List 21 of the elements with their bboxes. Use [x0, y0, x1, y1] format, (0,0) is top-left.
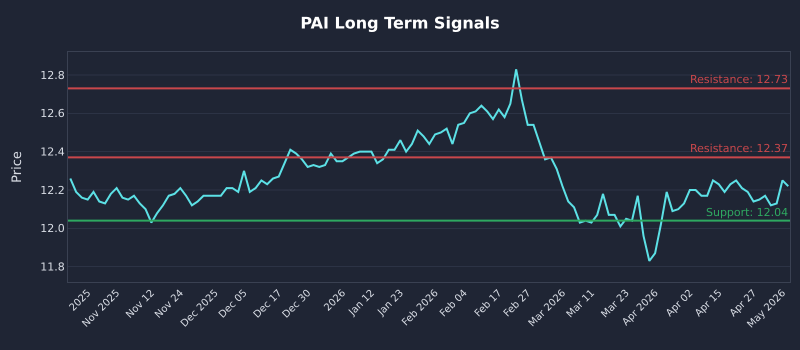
ref-line-label: Support: 12.04: [706, 206, 788, 219]
x-tick-label: Mar 11: [564, 288, 598, 320]
y-tick-label: 11.8: [40, 260, 65, 274]
x-tick-label: Apr 15: [693, 288, 724, 320]
y-tick-label: 12.8: [40, 68, 65, 82]
y-tick-label: 12.6: [40, 107, 65, 120]
y-tick-label: 12.0: [40, 222, 65, 236]
x-tick-label: Feb 04: [438, 288, 470, 320]
y-axis-title: Price: [10, 151, 26, 183]
y-tick-label: 12.4: [40, 146, 65, 159]
x-tick-label: Dec 05: [216, 288, 250, 321]
line-series: [69, 68, 790, 262]
y-tick-label: 12.2: [40, 184, 65, 197]
x-tick-label: Jan 12: [346, 288, 378, 319]
x-tick-label: Jan 23: [375, 288, 406, 319]
ref-line-label: Resistance: 12.37: [690, 142, 788, 155]
x-tick-label: Dec 30: [280, 288, 314, 321]
x-tick-label: Feb 17: [472, 288, 504, 320]
ref-line-label: Resistance: 12.73: [690, 73, 788, 86]
x-tick-label: Apr 02: [664, 288, 696, 320]
chart-title: PAI Long Term Signals: [300, 14, 500, 33]
